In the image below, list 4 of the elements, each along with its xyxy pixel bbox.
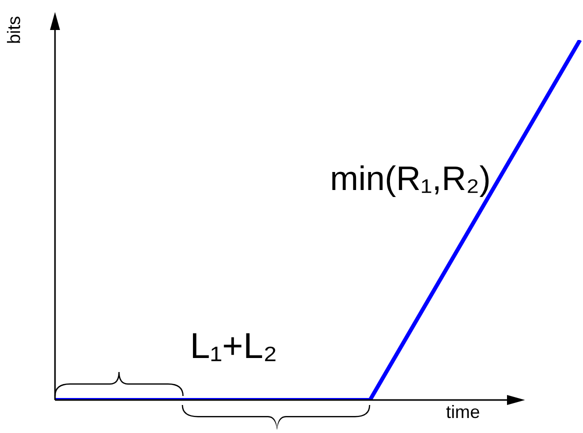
annotation: min(R₁,R₂) xyxy=(330,160,491,199)
y-axis-title: bits xyxy=(4,16,25,44)
x-axis-title: time xyxy=(446,402,480,423)
annotation: L₁+L₂ xyxy=(190,325,278,367)
